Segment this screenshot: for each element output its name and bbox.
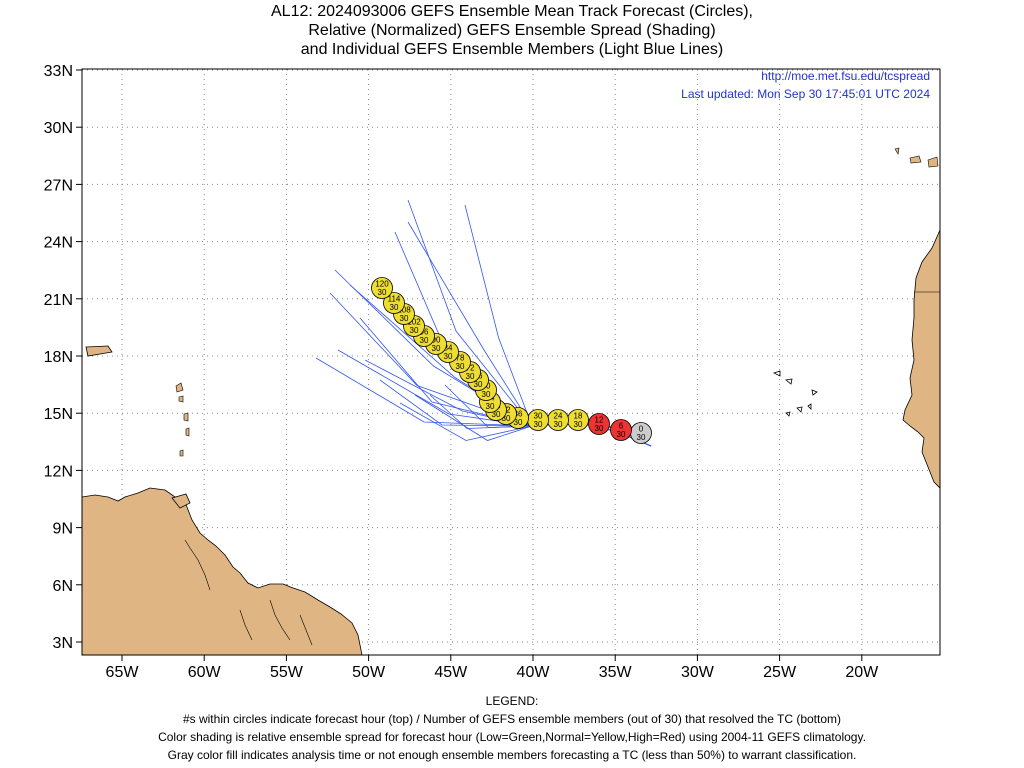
member-count-label: 30 [456, 362, 465, 371]
lat-label: 21N [44, 292, 73, 309]
lon-label: 50W [352, 664, 386, 681]
forecast-hour-label: 0 [639, 425, 644, 434]
forecast-hour-label: 90 [432, 336, 441, 345]
source-url-link[interactable]: http://moe.met.fsu.edu/tcspread [761, 69, 930, 83]
landmasses [82, 147, 940, 655]
member-count-label: 30 [400, 314, 409, 323]
forecast-hour-label: 84 [444, 344, 453, 353]
member-count-label: 30 [466, 372, 475, 381]
member-count-label: 30 [492, 410, 501, 419]
legend-line-2: Color shading is relative ensemble sprea… [158, 730, 866, 744]
south-america-land [82, 487, 363, 655]
lon-label: 65W [106, 664, 140, 681]
forecast-circle [588, 413, 610, 435]
member-count-label: 30 [637, 433, 646, 442]
lat-label: 24N [44, 235, 73, 252]
forecast-hour-label: 12 [595, 416, 604, 425]
member-count-label: 30 [420, 336, 429, 345]
forecast-point: 030 [630, 422, 652, 444]
title-line-2: Relative (Normalized) GEFS Ensemble Spre… [308, 22, 716, 39]
canary-islands [894, 147, 939, 168]
member-count-label: 30 [554, 420, 563, 429]
lat-label: 3N [53, 635, 73, 652]
lat-label: 18N [44, 349, 73, 366]
puerto-rico-land [85, 345, 113, 357]
forecast-hour-label: 96 [420, 328, 429, 337]
legend-line-3: Gray color fill indicates analysis time … [167, 748, 857, 762]
member-count-label: 30 [502, 414, 511, 423]
forecast-circle [371, 277, 393, 299]
last-updated-text: Last updated: Mon Sep 30 17:45:01 UTC 20… [681, 87, 930, 101]
forecast-hour-label: 36 [514, 410, 523, 419]
member-count-label: 30 [595, 424, 604, 433]
title-line-1: AL12: 2024093006 GEFS Ensemble Mean Trac… [271, 3, 753, 20]
lon-label: 20W [845, 664, 879, 681]
lat-label: 6N [53, 578, 73, 595]
legend-line-1: #s within circles indicate forecast hour… [182, 712, 842, 726]
member-count-label: 30 [474, 380, 483, 389]
member-count-label: 30 [482, 390, 491, 399]
lon-label: 55W [270, 664, 304, 681]
lat-label: 12N [44, 463, 73, 480]
member-count-label: 30 [534, 420, 543, 429]
trinidad-land [171, 493, 191, 509]
forecast-hour-label: 78 [456, 354, 465, 363]
lat-label: 9N [53, 521, 73, 538]
legend-heading: LEGEND: [485, 694, 539, 708]
lon-label: 45W [434, 664, 468, 681]
longitude-labels: 65W 60W 55W 50W 45W 40W 35W 30W 25W 20W [106, 664, 880, 681]
forecast-point: 630 [610, 419, 632, 441]
lat-label: 30N [44, 120, 73, 137]
member-count-label: 30 [378, 288, 387, 297]
forecast-circle [610, 419, 632, 441]
forecast-hour-label: 102 [407, 318, 421, 327]
forecast-hour-label: 18 [574, 412, 583, 421]
member-count-label: 30 [514, 418, 523, 427]
cape-verde-islands [772, 370, 818, 417]
lon-label: 40W [517, 664, 551, 681]
member-count-label: 30 [617, 430, 626, 439]
latitude-labels: 33N 30N 27N 24N 21N 18N 15N 12N 9N 6N 3N [44, 63, 73, 652]
forecast-hour-label: 30 [534, 412, 543, 421]
map-gridlines [82, 69, 940, 655]
lon-label: 60W [188, 664, 222, 681]
member-count-label: 30 [390, 303, 399, 312]
forecast-hour-label: 120 [375, 280, 389, 289]
lesser-antilles [175, 382, 190, 457]
lon-label: 25W [763, 664, 797, 681]
title-line-3: and Individual GEFS Ensemble Members (Li… [300, 41, 724, 58]
lon-label: 35W [599, 664, 633, 681]
member-count-label: 30 [574, 420, 583, 429]
forecast-circles: 0306301230183024303030363042304830543060… [371, 277, 652, 444]
forecast-hour-label: 6 [619, 422, 624, 431]
member-count-label: 30 [432, 344, 441, 353]
lat-label: 33N [44, 63, 73, 80]
forecast-hour-label: 24 [554, 412, 563, 421]
lat-label: 27N [44, 177, 73, 194]
forecast-hour-label: 108 [397, 306, 411, 315]
forecast-hour-label: 114 [388, 295, 401, 304]
member-count-label: 30 [486, 402, 495, 411]
lat-label: 15N [44, 406, 73, 423]
member-count-label: 30 [444, 352, 453, 361]
member-count-label: 30 [410, 326, 419, 335]
axis-ticks [76, 69, 863, 661]
coast-detail [184, 539, 313, 646]
africa-land [902, 229, 940, 489]
forecast-hour-label: 72 [466, 364, 475, 373]
forecast-circle [383, 292, 405, 314]
lon-label: 30W [681, 664, 715, 681]
